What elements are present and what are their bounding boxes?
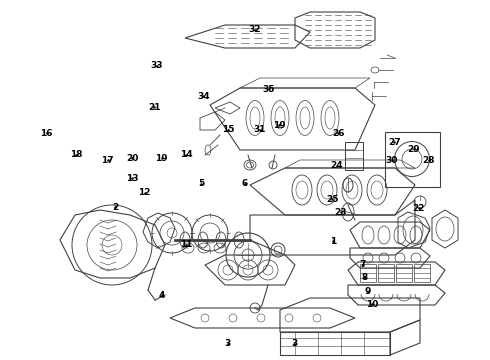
Text: 19: 19	[155, 154, 168, 163]
Text: 24: 24	[330, 161, 343, 170]
Text: 4: 4	[158, 291, 165, 300]
Text: 10: 10	[366, 300, 379, 309]
Text: 7: 7	[359, 260, 366, 269]
Text: 16: 16	[40, 129, 53, 138]
Text: 21: 21	[148, 103, 161, 112]
Text: 29: 29	[408, 145, 420, 154]
Text: 22: 22	[413, 204, 425, 212]
Text: 23: 23	[334, 208, 347, 217]
Text: 15: 15	[221, 125, 234, 134]
Text: 5: 5	[198, 179, 204, 188]
Text: 33: 33	[150, 62, 163, 71]
Text: 1: 1	[330, 237, 336, 246]
Text: 11: 11	[180, 240, 193, 249]
Bar	[345, 142, 363, 170]
Text: 26: 26	[332, 129, 344, 138]
Text: 18: 18	[70, 150, 82, 159]
Text: 3: 3	[225, 339, 231, 348]
Text: 27: 27	[388, 138, 401, 147]
Bar	[385, 132, 440, 187]
Text: 8: 8	[362, 273, 368, 282]
Text: 14: 14	[180, 150, 193, 159]
Bar	[378, 264, 394, 282]
Bar	[414, 264, 430, 282]
Text: 2: 2	[112, 202, 118, 211]
Bar	[360, 264, 376, 282]
Text: 12: 12	[138, 188, 151, 197]
Text: 30: 30	[386, 156, 398, 165]
Text: 31: 31	[253, 125, 266, 134]
Text: 13: 13	[126, 174, 139, 183]
Text: 34: 34	[197, 92, 210, 101]
Text: 28: 28	[422, 156, 435, 165]
Text: 35: 35	[262, 85, 275, 94]
Text: 9: 9	[364, 287, 371, 296]
Text: 17: 17	[101, 156, 114, 165]
Text: 32: 32	[248, 25, 261, 34]
Text: 20: 20	[126, 154, 139, 163]
Text: 19: 19	[273, 121, 286, 130]
Text: 25: 25	[326, 195, 339, 204]
Bar	[396, 264, 412, 282]
Text: 3: 3	[291, 339, 297, 348]
Text: 6: 6	[242, 179, 248, 188]
